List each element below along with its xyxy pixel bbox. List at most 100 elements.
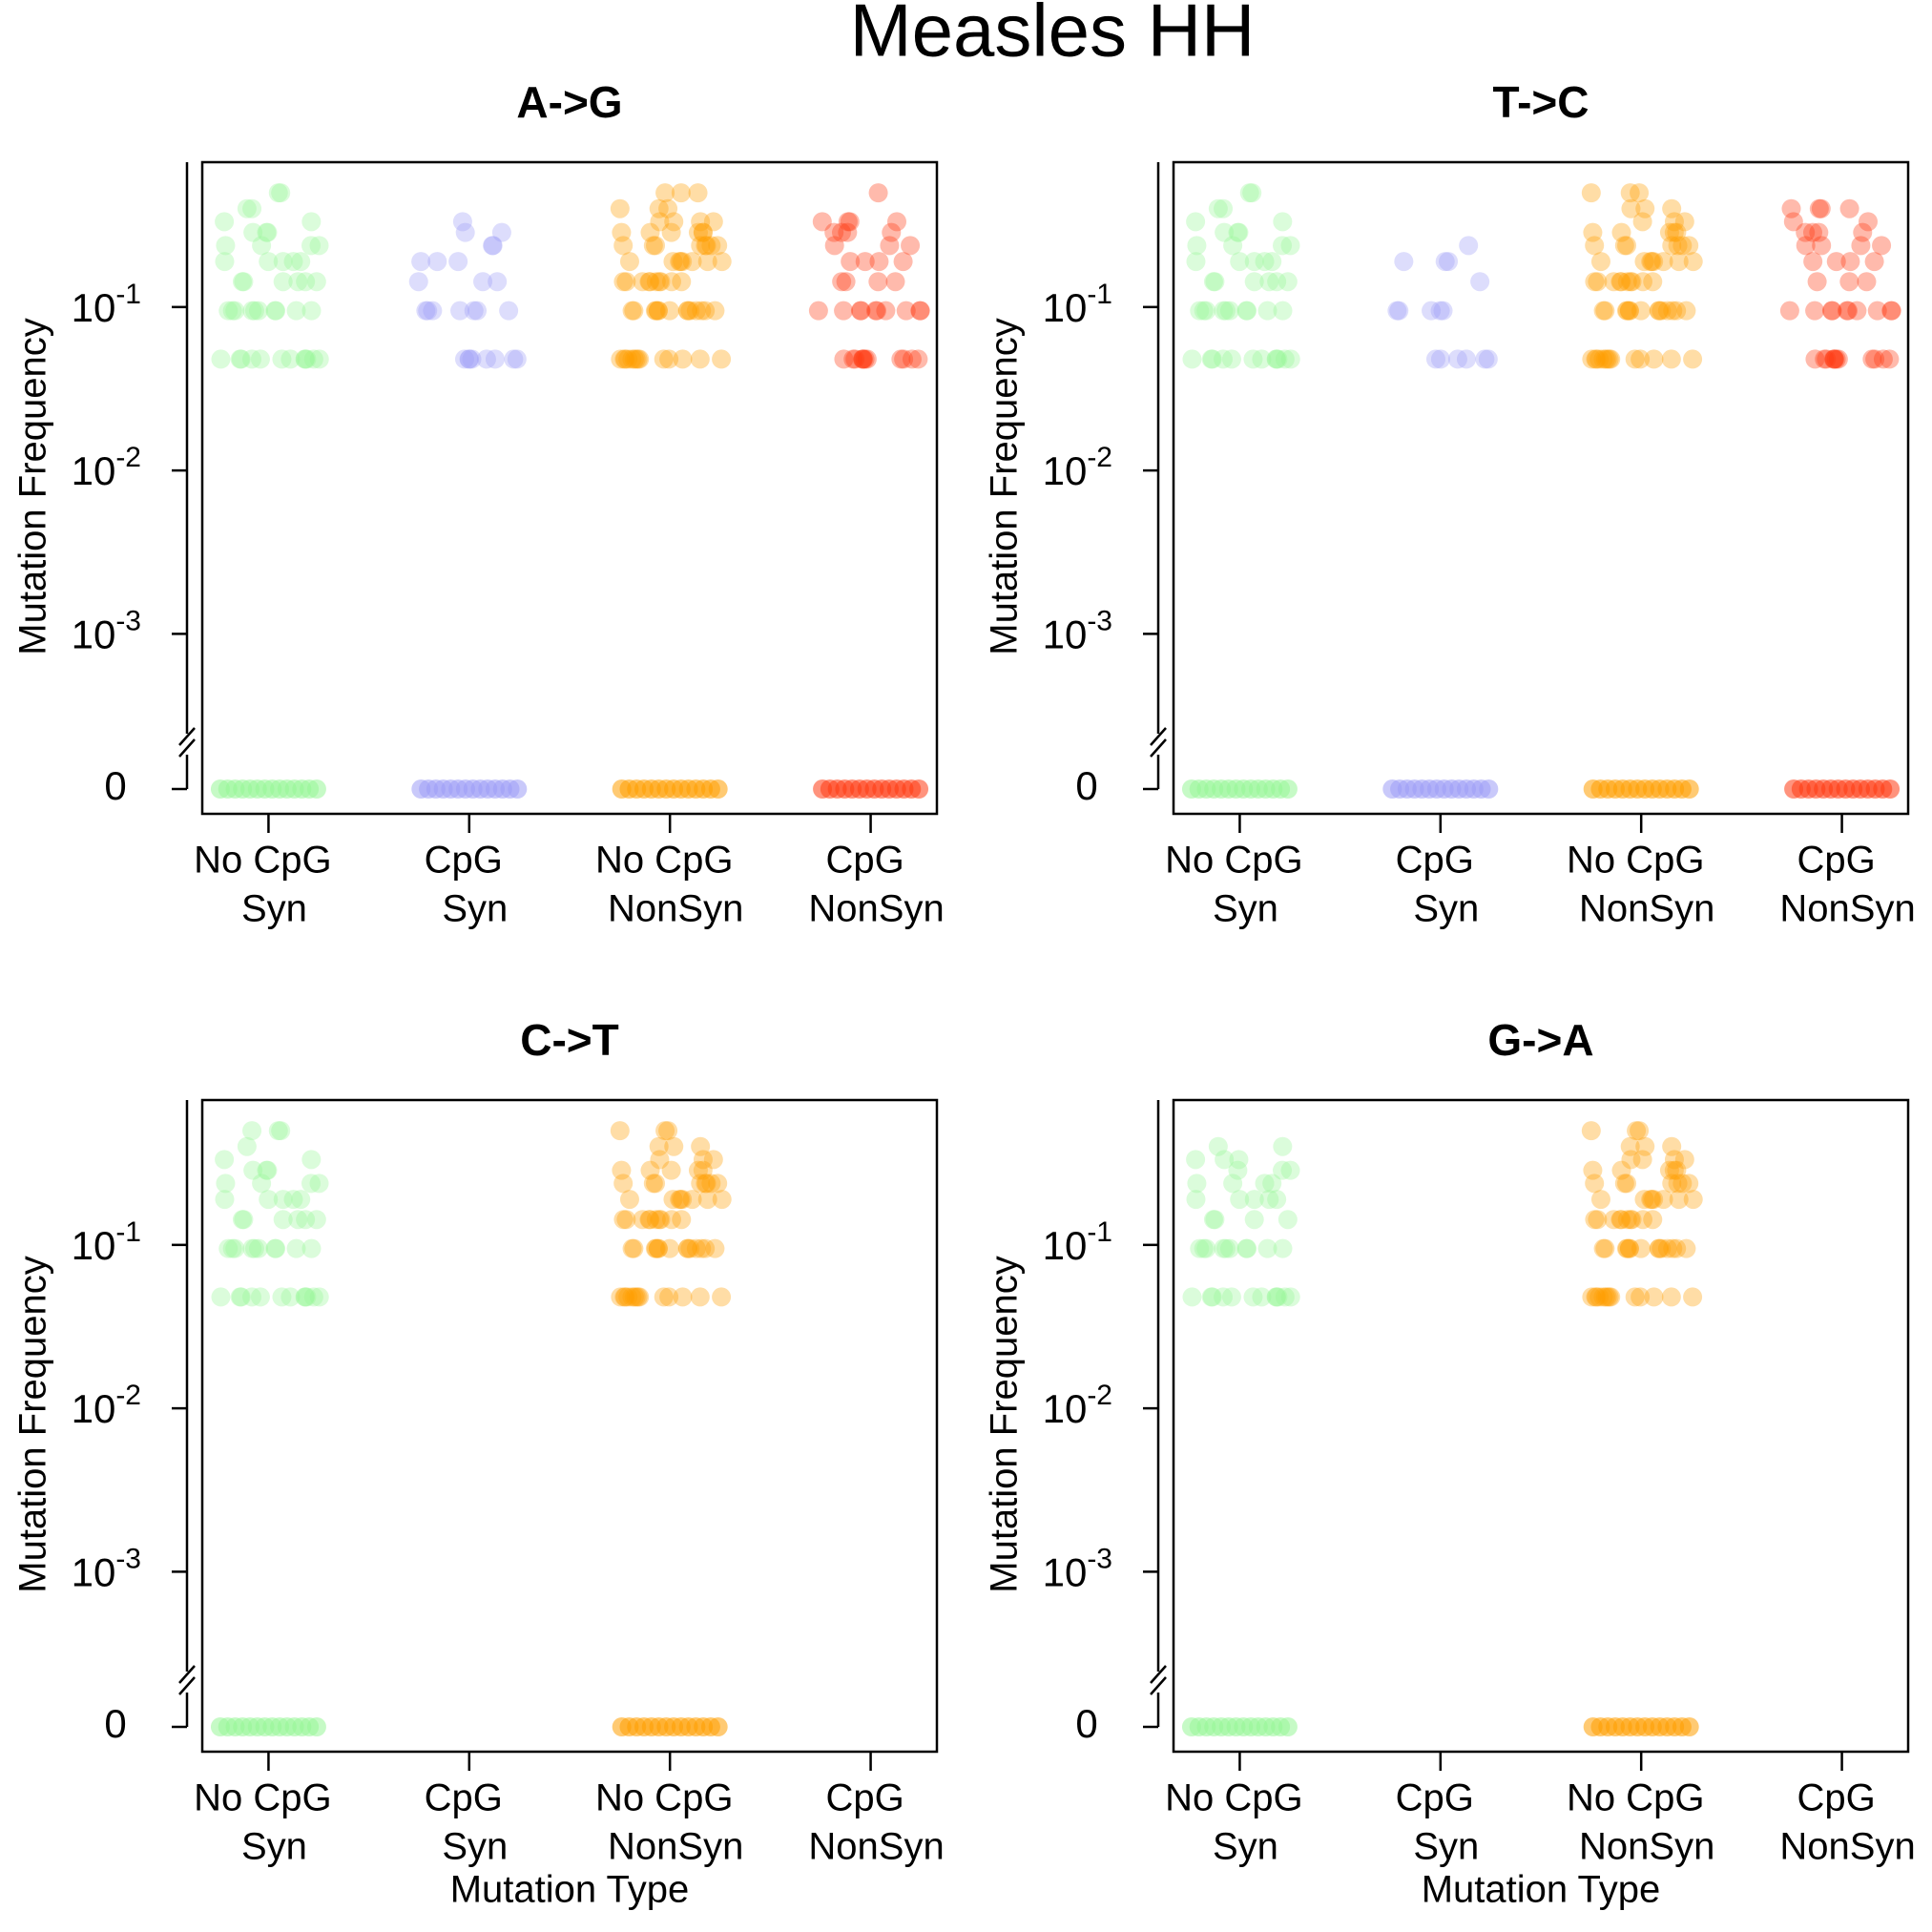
data-point [686, 1238, 706, 1258]
data-point [893, 252, 913, 272]
x-tick-label: Syn [1213, 1826, 1278, 1868]
data-point [1661, 349, 1681, 369]
data-point [901, 236, 921, 256]
data-point [1779, 301, 1799, 321]
data-point [691, 212, 711, 232]
data-point [301, 1174, 322, 1194]
y-tick-exponent: -3 [1087, 1543, 1112, 1574]
data-point [812, 212, 832, 232]
data-point [291, 1190, 311, 1210]
data-point [640, 272, 660, 292]
data-point [1589, 349, 1610, 369]
data-point [257, 1160, 277, 1180]
data-point [1456, 349, 1476, 369]
data-point [1676, 301, 1696, 321]
data-point [1601, 349, 1621, 369]
data-point [231, 349, 251, 369]
data-point [1588, 272, 1608, 292]
data-point [418, 301, 438, 321]
data-point [626, 349, 646, 369]
data-point [1593, 301, 1613, 321]
data-point [650, 1210, 670, 1230]
x-tick-label: NonSyn [608, 1826, 743, 1868]
data-point [1621, 272, 1641, 292]
data-point [650, 272, 670, 292]
data-point [1811, 198, 1831, 218]
data-point [265, 1238, 285, 1258]
data-point [1676, 1238, 1696, 1258]
data-point [1642, 252, 1662, 272]
axis-break [1150, 1665, 1167, 1684]
data-point [696, 1174, 717, 1194]
data-point [708, 779, 728, 799]
data-point [1865, 349, 1885, 369]
data-point [1622, 272, 1642, 292]
plot-frame [1172, 1098, 1910, 1754]
data-point [659, 1287, 679, 1307]
y-tick-base: 10 [72, 612, 116, 656]
data-point [613, 1174, 634, 1194]
data-point [1657, 301, 1677, 321]
data-point [296, 272, 316, 292]
data-point [659, 349, 679, 369]
x-tick-label: CpG [1396, 1777, 1474, 1819]
data-point [1840, 252, 1860, 272]
data-point [648, 1238, 668, 1258]
data-point [1653, 252, 1673, 272]
axis-break [178, 738, 196, 758]
data-point [232, 1210, 252, 1230]
x-tick-label: No CpG [1567, 1777, 1705, 1819]
data-point [1632, 1210, 1652, 1230]
y-tick-label: 10-2 [1043, 442, 1112, 493]
x-tick-label: NonSyn [808, 888, 944, 930]
data-point [306, 779, 326, 799]
data-point [1259, 1190, 1279, 1210]
data-point [218, 301, 239, 321]
data-point [1459, 236, 1479, 256]
data-point [1620, 1136, 1640, 1156]
data-point [243, 1160, 263, 1180]
data-point [288, 272, 308, 292]
data-point [295, 349, 315, 369]
data-point [677, 301, 697, 321]
y-tick-label: 10-3 [72, 1543, 141, 1594]
x-tick-label: No CpG [194, 1777, 332, 1819]
data-point [1817, 349, 1837, 369]
y-tick-base: 10 [1043, 285, 1088, 330]
data-point [616, 1210, 636, 1230]
data-point [1635, 1136, 1655, 1156]
axis-break [1150, 738, 1167, 758]
data-point [1244, 272, 1264, 292]
data-point [297, 1287, 317, 1307]
data-point [836, 272, 856, 292]
data-point [680, 301, 700, 321]
data-point [273, 252, 293, 272]
data-point [691, 236, 711, 256]
data-point [1621, 198, 1641, 218]
data-point [622, 349, 642, 369]
data-point [659, 1238, 679, 1258]
data-point [1652, 1238, 1672, 1258]
y-tick-label: 10-2 [1043, 1380, 1112, 1431]
data-point [1632, 272, 1652, 292]
data-point [1617, 1174, 1637, 1194]
panel-title: C->T [520, 1015, 619, 1065]
data-point [1595, 1238, 1615, 1258]
y-tick-base: 10 [72, 285, 116, 330]
data-point [1186, 252, 1206, 272]
data-point [1201, 1287, 1221, 1307]
data-point [258, 1160, 278, 1180]
y-tick-label: 10-1 [1043, 1216, 1112, 1268]
data-point [1223, 1174, 1243, 1194]
data-point [1422, 301, 1442, 321]
data-point [671, 183, 691, 203]
data-point [268, 183, 288, 203]
data-point [1230, 1190, 1250, 1210]
data-point [624, 349, 644, 369]
data-point [1644, 349, 1664, 369]
data-point [1203, 1210, 1223, 1230]
data-point [1214, 349, 1234, 369]
data-point [1611, 272, 1631, 292]
data-point [1435, 252, 1455, 272]
data-point [661, 222, 681, 242]
